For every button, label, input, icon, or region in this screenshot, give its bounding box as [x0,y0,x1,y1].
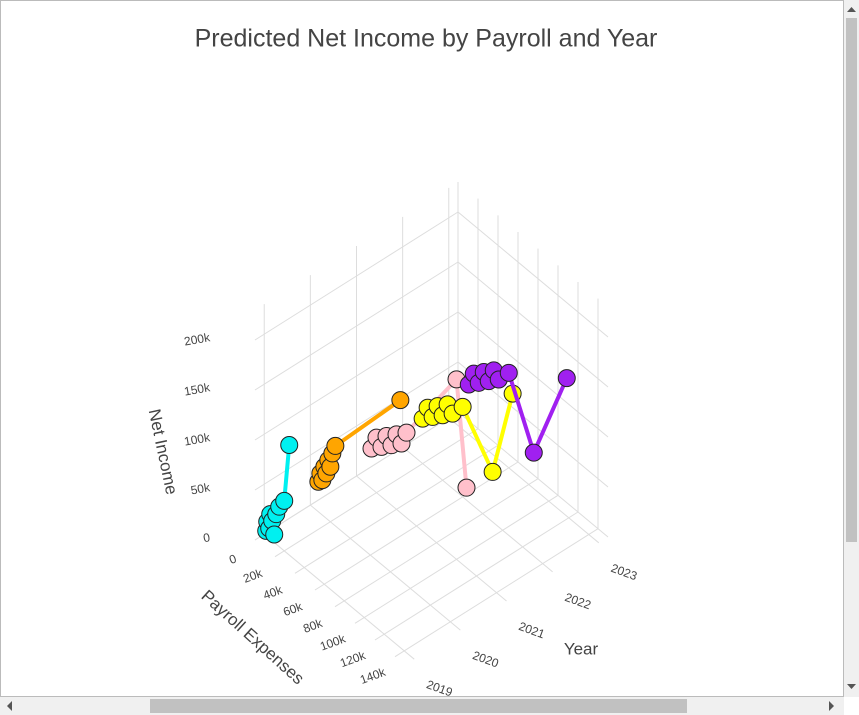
point [326,436,345,455]
point [397,423,416,442]
grid-line [448,417,600,544]
z-tick-label: 0 [202,530,211,545]
y-axis-title: Year [564,639,599,658]
grid-line [402,446,553,573]
z-tick-label: 100k [183,430,212,448]
grid-line [254,261,459,391]
point [457,478,476,497]
z-tick-label: 200k [183,330,212,348]
x-tick-label: 60k [281,599,305,619]
frame [0,0,844,697]
marks [257,361,576,544]
z-tick-label: 50k [190,480,212,497]
point [391,391,410,410]
grid-line [254,211,459,341]
point [265,525,284,544]
point [280,436,299,455]
x-tick-label: 20k [241,566,265,586]
point [524,443,543,462]
chart-title: Predicted Net Income by Payroll and Year [195,25,658,53]
grid-line [254,311,459,441]
h-scroll-thumb[interactable] [150,699,687,713]
point [483,462,502,481]
point [453,397,472,416]
z-tick-label: 150k [183,380,212,398]
x-tick-label: 40k [261,582,285,602]
scroll-right[interactable] [829,701,834,711]
grid [254,182,609,660]
point [499,363,518,382]
scroll-down[interactable] [847,684,856,689]
x-tick-label: 0 [227,551,238,567]
grid-line [457,211,609,338]
scroll-left[interactable] [7,701,12,711]
point [557,369,576,388]
grid-line [310,504,461,631]
grid-line [356,475,507,602]
grid-line [457,411,609,538]
scroll-up[interactable] [847,7,856,12]
grid-line [457,261,609,388]
point [275,491,294,510]
x-tick-label: 80k [301,616,325,636]
v-scroll-thumb[interactable] [846,18,857,542]
grid-line [263,533,415,660]
grid-line [254,411,459,541]
grid-line [457,311,609,438]
